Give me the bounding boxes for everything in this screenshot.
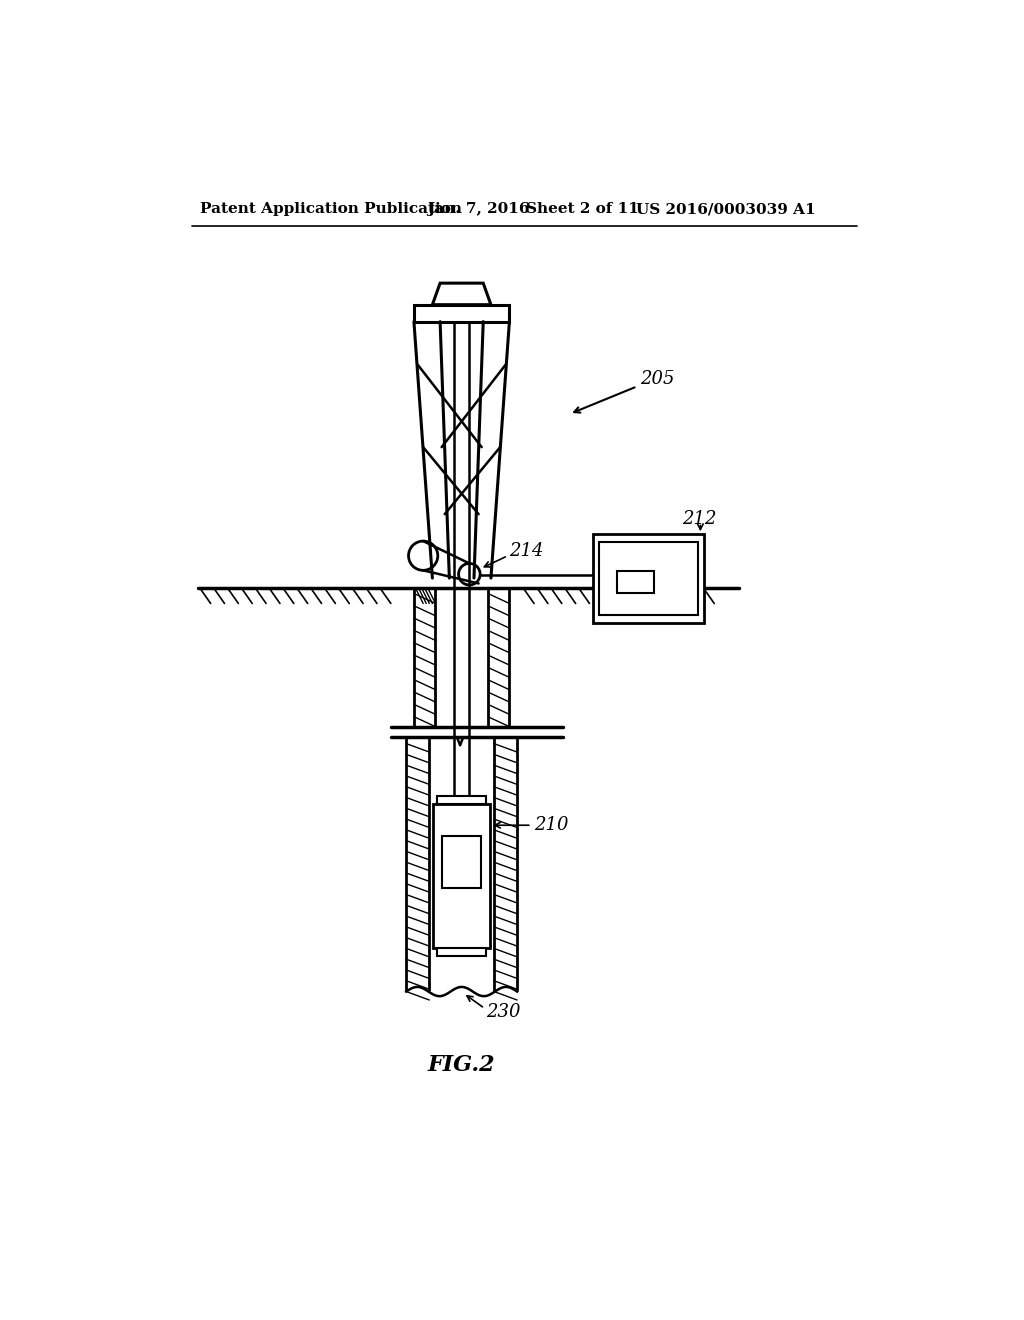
Bar	[437, 948, 486, 956]
Text: Sheet 2 of 11: Sheet 2 of 11	[525, 202, 638, 216]
Text: 214: 214	[509, 543, 544, 560]
Bar	[442, 836, 481, 888]
Text: US 2016/0003039 A1: US 2016/0003039 A1	[636, 202, 815, 216]
Bar	[593, 535, 705, 623]
Bar	[414, 305, 509, 322]
Bar	[433, 804, 490, 949]
Text: Jan. 7, 2016: Jan. 7, 2016	[427, 202, 529, 216]
Text: 210: 210	[535, 816, 568, 834]
Text: FIG.2: FIG.2	[428, 1055, 496, 1077]
Text: 230: 230	[486, 1003, 521, 1020]
Text: Patent Application Publication: Patent Application Publication	[200, 202, 462, 216]
Polygon shape	[432, 284, 490, 305]
Text: 212: 212	[682, 510, 717, 528]
Bar	[617, 572, 654, 593]
Bar	[599, 541, 698, 615]
Bar	[437, 796, 486, 804]
Text: 205: 205	[640, 370, 675, 388]
